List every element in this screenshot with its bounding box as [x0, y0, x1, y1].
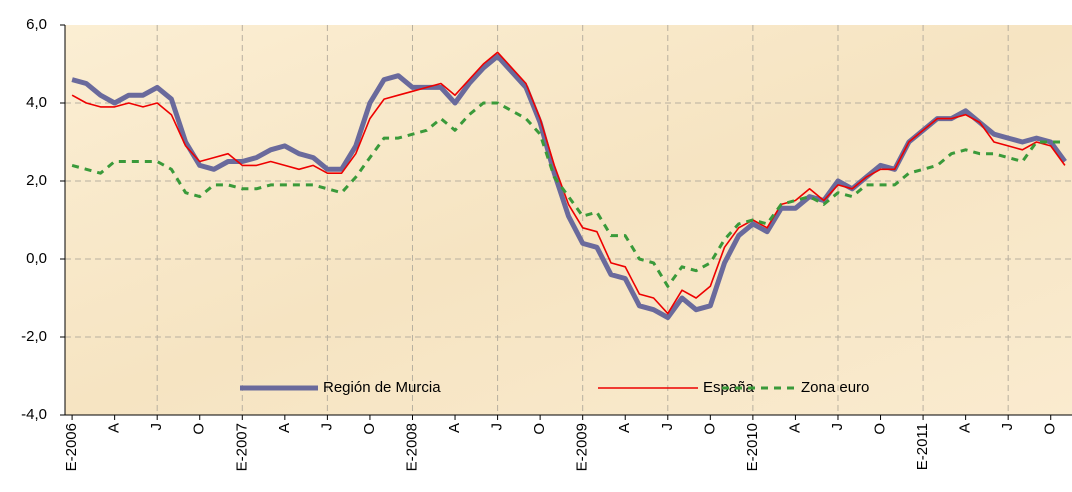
x-tick-label: E-2010: [744, 423, 761, 471]
y-tick-label: -4,0: [21, 406, 47, 423]
x-tick-label: A: [616, 423, 633, 433]
x-tick-label: O: [871, 423, 888, 435]
x-tick-label: O: [531, 423, 548, 435]
y-tick-label: 4,0: [26, 94, 47, 111]
x-tick-label: O: [361, 423, 378, 435]
x-tick-label: O: [701, 423, 718, 435]
y-tick-label: 2,0: [26, 172, 47, 189]
x-tick-label: E-2006: [63, 423, 80, 471]
x-tick-label: J: [318, 423, 335, 431]
x-tick-label: E-2011: [914, 423, 931, 470]
x-tick-label: J: [829, 423, 846, 431]
x-tick-label: E-2009: [574, 423, 591, 471]
x-tick-label: J: [659, 423, 676, 431]
x-tick-label: J: [999, 423, 1016, 431]
x-tick-label: E-2008: [403, 423, 420, 471]
x-tick-label: A: [786, 423, 803, 433]
x-tick-label: A: [446, 423, 463, 433]
y-tick-label: 6,0: [26, 16, 47, 33]
y-tick-label: -2,0: [21, 328, 47, 345]
legend-label: Zona euro: [801, 379, 869, 396]
x-tick-label: J: [489, 423, 506, 431]
x-tick-label: O: [1042, 423, 1059, 435]
y-tick-label: 0,0: [26, 250, 47, 267]
x-tick-label: J: [148, 423, 165, 431]
x-tick-label: E-2007: [233, 423, 250, 471]
x-tick-label: A: [957, 423, 974, 433]
x-tick-label: O: [191, 423, 208, 435]
x-tick-label: A: [276, 423, 293, 433]
legend-label: Región de Murcia: [323, 379, 441, 396]
x-tick-label: A: [106, 423, 123, 433]
series-line: [71, 51, 1066, 315]
